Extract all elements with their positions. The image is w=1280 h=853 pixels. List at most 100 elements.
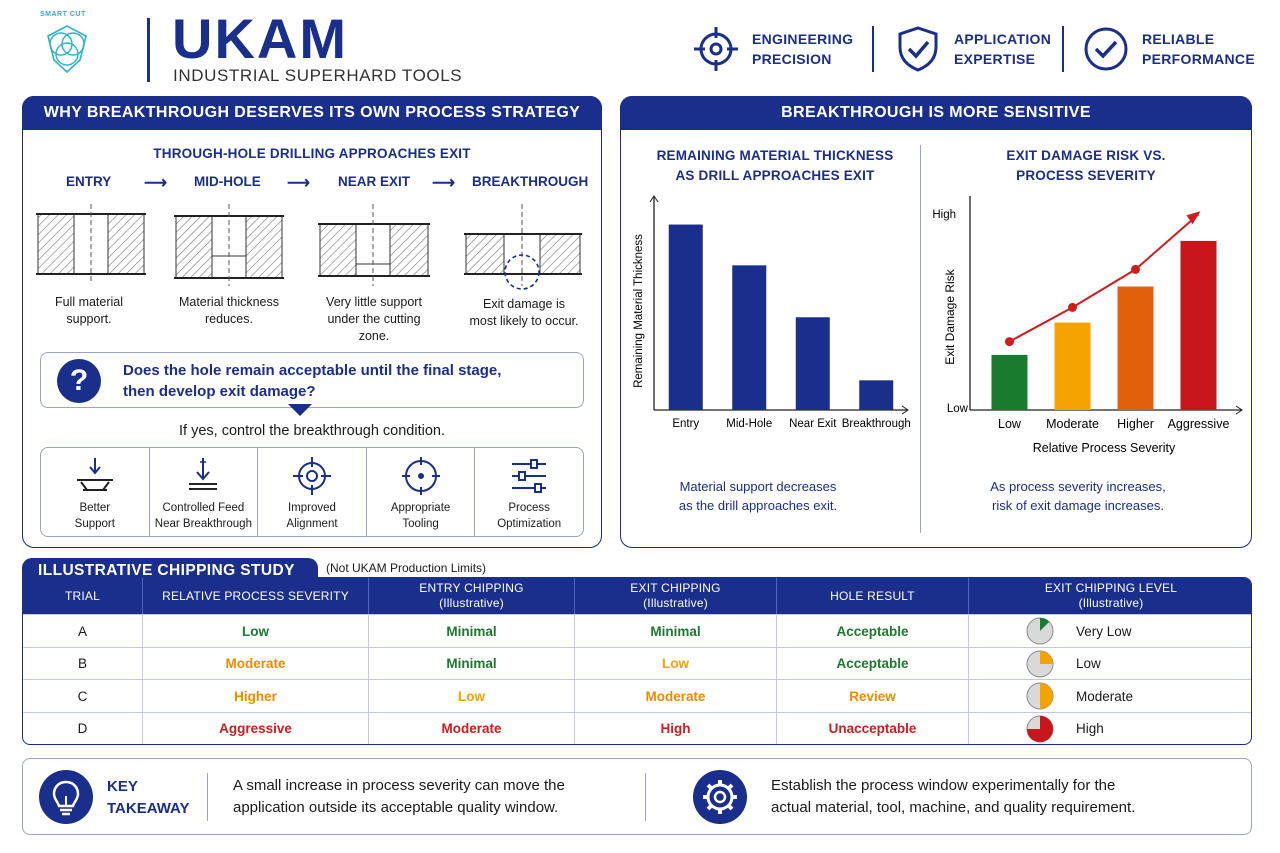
table-cell-entry: Low [369,680,575,712]
feature-line2: EXPERTISE [954,51,1036,67]
x-axis-label: Relative Process Severity [1033,441,1176,455]
study-note: (Not UKAM Production Limits) [326,561,487,575]
crosshair-icon [694,27,738,71]
support-fixture-icon [76,458,113,491]
feature-line1: ENGINEERING [752,31,854,47]
chart1-caption: Material support decreases as the drill a… [678,479,838,513]
level-label: Very Low [1076,623,1132,639]
page-header: SMART CUT UKAM INDUSTRIAL SUPERHARD TOOL… [0,0,1280,92]
key-takeaway-box: KEY TAKEAWAY A small increase in process … [22,758,1252,835]
y-axis-label: Remaining Material Thickness [633,234,645,388]
level-label: Moderate [1076,688,1134,704]
table-cell-result: Acceptable [777,615,969,647]
stage-mid-hole: MID-HOLE [194,174,261,189]
column-header-trial: TRIAL [23,578,143,614]
table-cell-exit: High [575,712,777,744]
bar [795,317,830,410]
caption-near-exit: Very little support under the cutting zone… [326,295,422,343]
question-icon: ? [57,359,101,403]
feature-application-expertise: APPLICATION EXPERTISE [894,24,1051,74]
takeaway-text-2: Establish the process window experimenta… [771,777,1136,816]
header-divider [147,18,150,82]
exit-level-cell: Very Low [1026,615,1132,647]
arrow-right-icon: ⟶ [144,175,167,192]
tooling-target-icon [401,457,440,495]
stage-breakthrough-diagram [464,204,582,290]
checkmark-circle-icon [1084,27,1128,71]
bar [668,224,703,410]
stage-entry-diagram [36,204,146,284]
table-header: TRIAL RELATIVE PROCESS SEVERITY ENTRY CH… [23,578,1251,614]
exit-level-cell: High [1026,713,1104,745]
level-label: Low [1076,656,1101,671]
lightbulb-icon [39,770,93,824]
x-tick-label: Moderate [1046,417,1099,431]
stage-mid-hole-diagram [174,204,284,286]
bar [732,265,767,410]
takeaway-separator [207,773,208,821]
table-cell-result: Unacceptable [777,712,969,744]
table-cell-trial: A [23,615,143,647]
feed-arrow-icon [189,458,218,490]
question-pointer [288,404,312,416]
x-tick-label: Near Exit [789,418,837,430]
thickness-bar-chart: Remaining Material Thickness Entry Mid-Hol… [633,195,911,430]
table-cell-trial: C [23,680,143,712]
chart2-title: EXIT DAMAGE RISK VS. PROCESS SEVERITY [1006,148,1166,183]
takeaway-text-1: A small increase in process severity can… [233,777,565,816]
feature-line1: APPLICATION [954,31,1052,47]
table-row: C Higher Low Moderate Review Moderate [23,679,1251,712]
y-tick-label-low: Low [947,403,969,415]
x-tick-label: Low [998,417,1022,431]
level-pie-icon [1026,617,1054,645]
y-tick-label-high: High [932,209,956,221]
trend-arrowhead [1186,211,1201,225]
drilling-stages-diagram [36,204,582,290]
column-header-exit-level: EXIT CHIPPING LEVEL (Illustrative) [1044,581,1178,610]
table-cell-exit: Low [575,647,777,680]
table-cell-entry: Minimal [369,615,575,647]
caption-mid-hole: Material thickness reduces. [178,295,280,326]
table-cell-result: Review [777,680,969,712]
table-cell-severity: Low [143,615,369,647]
chart1-title: REMAINING MATERIAL THICKNESS AS DRILL APP… [656,148,894,183]
panel-title: WHY BREAKTHROUGH DESERVES ITS OWN PROCES… [22,96,602,130]
y-axis-arrow [649,195,659,203]
if-yes-text: If yes, control the breakthrough conditi… [179,423,445,439]
question-box: ? Does the hole remain acceptable until … [40,352,584,408]
table-cell-trial: B [23,647,143,680]
method-improved-alignment: Improved Alignment [258,448,367,536]
smartcut-label: SMART CUT [40,11,86,18]
control-methods-row: Better Support Controlled Feed Near Breakt… [40,447,584,537]
brand-tagline: INDUSTRIAL SUPERHARD TOOLS [173,66,463,85]
feature-engineering-precision: ENGINEERING PRECISION [692,24,853,74]
table-cell-exit: Minimal [575,615,777,647]
method-process-optimization: Process Optimization [475,448,583,536]
bar [991,354,1028,410]
stage-entry: ENTRY [66,174,112,189]
brand-title: UKAM [172,7,348,70]
table-row: D Aggressive Moderate High Unacceptable High [23,711,1251,745]
method-better-support: Better Support [41,448,150,536]
y-axis-label: Exit Damage Risk [943,268,957,364]
x-tick-label: Breakthrough [842,418,911,430]
header-separator [872,26,874,72]
risk-bar-chart: High Low Exit Damage Risk Low Moderate Higher… [932,196,1243,455]
table-cell-exit: Moderate [575,680,777,712]
x-tick-label: Aggressive [1168,417,1230,431]
x-tick-label: Mid-Hole [726,418,772,430]
arrow-right-icon: ⟶ [432,175,455,192]
alignment-target-icon [292,457,331,495]
question-line1: Does the hole remain acceptable until th… [123,362,502,379]
x-axis-arrow [1235,405,1243,415]
trend-point [1005,337,1014,347]
table-cell-entry: Minimal [369,647,575,680]
panel-divider [920,145,921,533]
bar [1180,240,1217,410]
takeaway-separator [645,773,646,821]
caption-breakthrough: Exit damage is most likely to occur. [469,297,579,328]
level-pie-icon [1026,715,1054,742]
x-tick-label: Entry [672,418,699,430]
table-cell-trial: D [23,712,143,744]
caption-entry: Full material support. [54,295,124,326]
